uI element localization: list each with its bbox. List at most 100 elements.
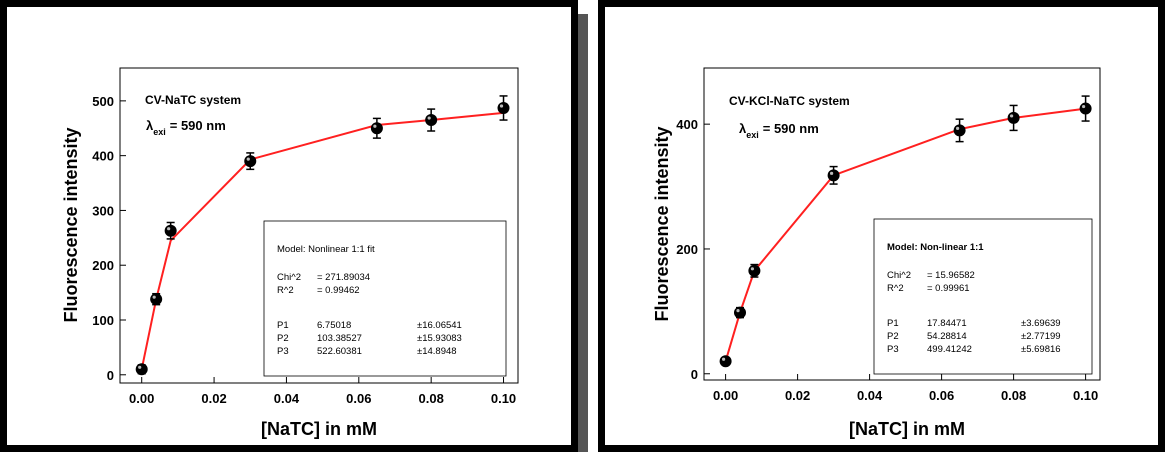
data-point	[370, 122, 383, 135]
data-point	[244, 155, 257, 168]
marker-layer	[135, 95, 510, 376]
chart-panel-left: 0 100 200 300 400 500 0.00 0.02 0.04 0.06 0.08 0.1…	[0, 0, 578, 452]
legend-p3-value: 522.60381	[317, 346, 362, 357]
legend-box	[873, 218, 1093, 375]
chart-right: 0 200 400 0.00 0.02 0.04 0.06 0.08 0.10 CV-KCl-…	[652, 67, 1101, 439]
data-point	[135, 363, 148, 376]
data-point	[1079, 102, 1092, 115]
legend-chi-value: = 15.96582	[927, 270, 975, 281]
subtitle-value: = 590 nm	[170, 118, 226, 133]
lambda-symbol: λ	[739, 121, 747, 136]
x-axis-label: [NaTC] in mM	[849, 419, 965, 439]
legend-p3-name: P3	[277, 346, 289, 357]
panel-shadow-left	[578, 14, 588, 452]
x-tick-label: 0.10	[1073, 388, 1098, 403]
legend-p3-value: 499.41242	[927, 344, 972, 355]
marker-layer	[719, 95, 1092, 368]
x-tick-label: 0.00	[713, 388, 738, 403]
x-tick-label: 0.06	[929, 388, 954, 403]
data-point-highlight	[152, 295, 156, 299]
data-point-highlight	[750, 267, 754, 271]
data-point-highlight	[722, 357, 726, 361]
legend-p2-err: ±15.93083	[417, 333, 462, 344]
legend-p3-err: ±5.69816	[1021, 344, 1061, 355]
y-tick-label: 300	[92, 203, 114, 218]
data-point	[425, 114, 438, 127]
y-ticks: 0 100 200 300 400 500	[92, 94, 126, 383]
y-axis-label: Fluorescence intensity	[61, 127, 81, 322]
chart-subtitle: λexi = 590 nm	[146, 118, 226, 137]
x-axis-label: [NaTC] in mM	[261, 419, 377, 439]
subtitle-sub: exi	[153, 127, 166, 137]
chart-title: CV-KCl-NaTC system	[729, 94, 850, 108]
data-point-highlight	[246, 157, 250, 161]
x-tick-label: 0.06	[346, 391, 371, 406]
data-point-highlight	[1010, 114, 1014, 118]
legend-r-value: = 0.99961	[927, 283, 970, 294]
chart-left: 0 100 200 300 400 500 0.00 0.02 0.04 0.06 0.08 0.1…	[61, 67, 519, 439]
legend-model: Model: Non-linear 1:1	[887, 242, 984, 253]
legend-p2-value: 54.28814	[927, 331, 967, 342]
data-point	[734, 306, 746, 319]
data-point	[1007, 111, 1020, 124]
y-tick-label: 0	[107, 368, 114, 383]
x-tick-label: 0.02	[201, 391, 226, 406]
legend-r-label: R^2	[277, 285, 294, 296]
subtitle-sub: exi	[746, 130, 759, 140]
data-point	[150, 293, 163, 306]
x-tick-label: 0.02	[785, 388, 810, 403]
lambda-symbol: λ	[146, 118, 154, 133]
y-ticks: 0 200 400	[676, 117, 710, 382]
legend-p1-err: ±3.69639	[1021, 318, 1061, 329]
chart-panel-right: 0 200 400 0.00 0.02 0.04 0.06 0.08 0.10 CV-KCl-…	[598, 0, 1165, 452]
subtitle-value: = 590 nm	[763, 121, 819, 136]
data-point-highlight	[427, 116, 431, 120]
data-point-highlight	[167, 227, 171, 231]
y-tick-label: 200	[676, 242, 698, 257]
legend-p3-err: ±14.8948	[417, 346, 457, 357]
x-tick-label: 0.08	[419, 391, 444, 406]
data-point-highlight	[499, 104, 504, 108]
chart-title: CV-NaTC system	[145, 93, 241, 107]
legend-chi-value: = 271.89034	[317, 272, 370, 283]
legend-p2-name: P2	[277, 333, 289, 344]
chart-subtitle: λexi = 590 nm	[739, 121, 819, 140]
plot-frame	[119, 67, 519, 384]
y-tick-label: 200	[92, 258, 114, 273]
data-point	[827, 169, 840, 182]
x-tick-label: 0.08	[1001, 388, 1026, 403]
y-tick-label: 0	[691, 367, 698, 382]
legend-model: Model: Nonlinear 1:1 fit	[277, 244, 375, 255]
x-tick-label: 0.04	[274, 391, 300, 406]
x-ticks: 0.00 0.02 0.04 0.06 0.08 0.10	[713, 374, 1098, 403]
legend-p1-name: P1	[887, 318, 899, 329]
legend-p2-err: ±2.77199	[1021, 331, 1061, 342]
data-point	[497, 101, 510, 114]
legend-p1-name: P1	[277, 320, 289, 331]
x-tick-label: 0.00	[129, 391, 154, 406]
y-tick-label: 400	[92, 149, 114, 164]
legend-p2-value: 103.38527	[317, 333, 362, 344]
data-point-highlight	[956, 126, 960, 130]
legend-chi-label: Chi^2	[887, 270, 911, 281]
data-point	[164, 224, 177, 237]
y-axis-label: Fluorescence intensity	[652, 126, 672, 321]
y-tick-label: 100	[92, 313, 114, 328]
data-point-highlight	[373, 124, 377, 128]
x-ticks: 0.00 0.02 0.04 0.06 0.08 0.10	[129, 377, 516, 406]
y-tick-label: 400	[676, 117, 698, 132]
data-point	[748, 264, 761, 277]
data-point-highlight	[830, 171, 834, 175]
legend-chi-label: Chi^2	[277, 272, 301, 283]
legend-r-value: = 0.99462	[317, 285, 360, 296]
data-point	[953, 124, 966, 137]
legend-p2-name: P2	[887, 331, 899, 342]
x-tick-label: 0.10	[491, 391, 516, 406]
data-point	[719, 355, 732, 368]
legend-p3-name: P3	[887, 344, 899, 355]
data-point-highlight	[138, 365, 142, 369]
data-point-highlight	[736, 309, 740, 313]
legend-p1-value: 6.75018	[317, 320, 351, 331]
legend-p1-err: ±16.06541	[417, 320, 462, 331]
data-point-highlight	[1082, 104, 1086, 109]
